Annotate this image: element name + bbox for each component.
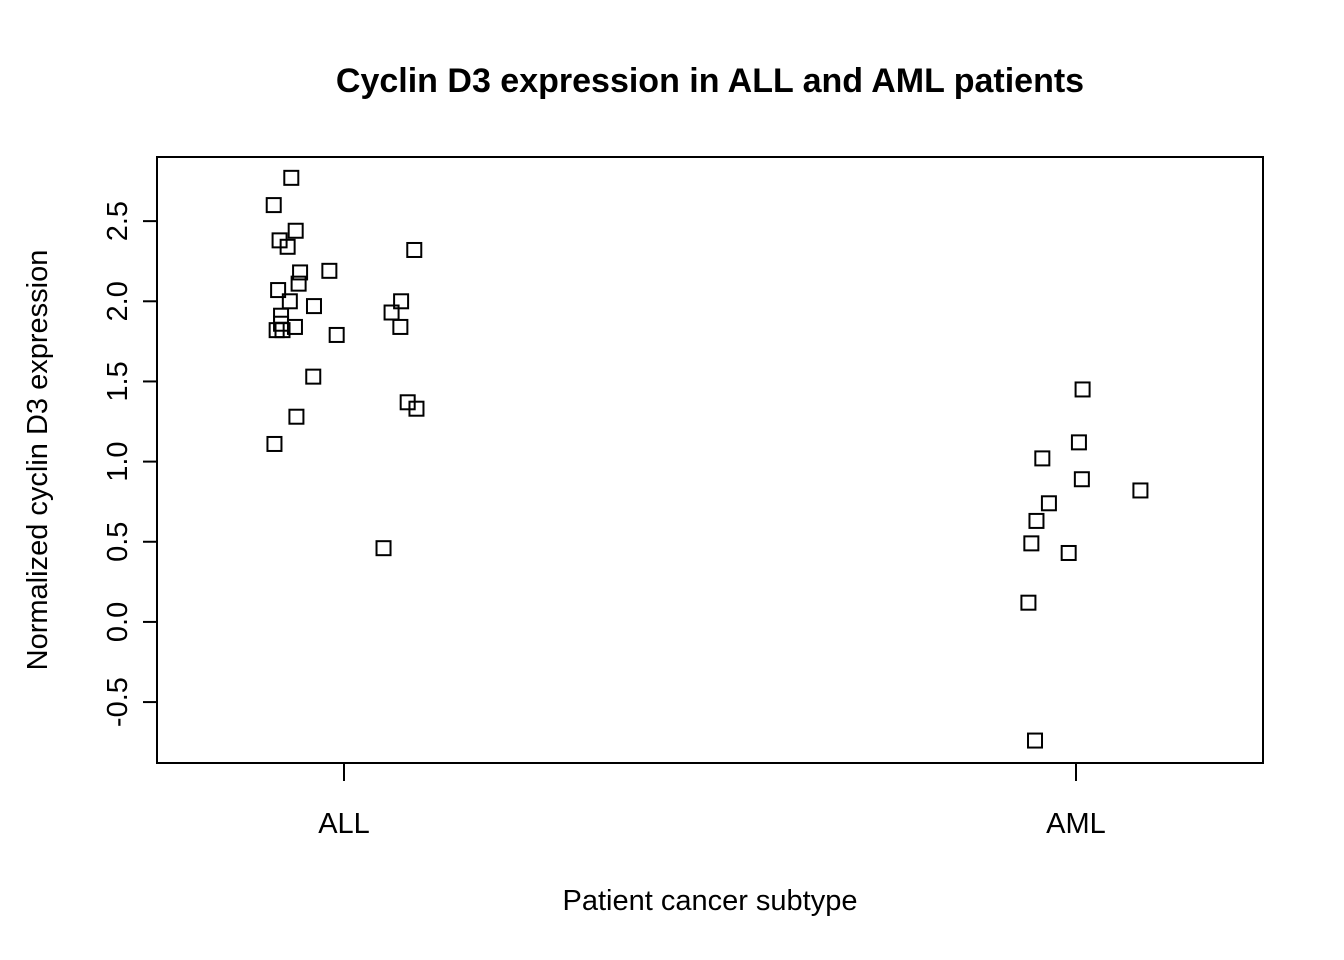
- data-point-aml: [1132, 482, 1149, 499]
- data-point-aml: [1070, 434, 1087, 451]
- data-point-all: [408, 400, 425, 417]
- data-point-all: [288, 408, 305, 425]
- data-points: [265, 169, 1149, 749]
- data-point-aml: [1027, 732, 1044, 749]
- data-point-aml: [1020, 594, 1037, 611]
- data-point-all: [393, 293, 410, 310]
- data-point-all: [305, 368, 322, 385]
- data-point-all: [292, 264, 309, 281]
- x-axis: ALL AML: [318, 763, 1106, 840]
- x-tick-label: AML: [1046, 808, 1106, 840]
- y-tick-label: 1.5: [102, 361, 134, 401]
- data-point-all: [305, 298, 322, 315]
- x-axis-label: Patient cancer subtype: [562, 885, 857, 917]
- chart-title: Cyclin D3 expression in ALL and AML pati…: [336, 62, 1084, 100]
- data-point-all: [321, 262, 338, 279]
- y-axis: -0.5 0.0 0.5 1.0 1.5 2.0 2.5: [102, 201, 157, 727]
- data-point-all: [375, 540, 392, 557]
- data-point-all: [392, 318, 409, 335]
- data-point-all: [273, 307, 290, 324]
- data-point-all: [265, 197, 282, 214]
- data-point-all: [279, 238, 296, 255]
- y-tick-label: 1.0: [102, 441, 134, 481]
- y-axis-label: Normalized cyclin D3 expression: [22, 250, 54, 671]
- data-point-aml: [1034, 450, 1051, 467]
- data-point-aml: [1028, 512, 1045, 529]
- y-tick-label: 0.0: [102, 602, 134, 642]
- data-point-aml: [1074, 381, 1091, 398]
- y-tick-label: 2.0: [102, 281, 134, 321]
- x-tick-label: ALL: [318, 808, 370, 840]
- data-point-all: [287, 222, 304, 239]
- data-point-all: [266, 435, 283, 452]
- data-point-aml: [1073, 471, 1090, 488]
- data-point-all: [281, 293, 298, 310]
- plot-frame: [156, 156, 1264, 764]
- data-point-all: [328, 326, 345, 343]
- data-point-all: [286, 318, 303, 335]
- data-point-all: [383, 304, 400, 321]
- y-tick-label: -0.5: [102, 677, 134, 727]
- data-point-all: [406, 241, 423, 258]
- y-tick-label: 0.5: [102, 522, 134, 562]
- data-point-all: [290, 275, 307, 292]
- y-tick-label: 2.5: [102, 201, 134, 241]
- data-point-all: [283, 169, 300, 186]
- data-point-aml: [1060, 544, 1077, 561]
- data-point-aml: [1040, 495, 1057, 512]
- data-point-aml: [1023, 535, 1040, 552]
- data-point-all: [274, 322, 291, 339]
- data-point-all: [270, 282, 287, 299]
